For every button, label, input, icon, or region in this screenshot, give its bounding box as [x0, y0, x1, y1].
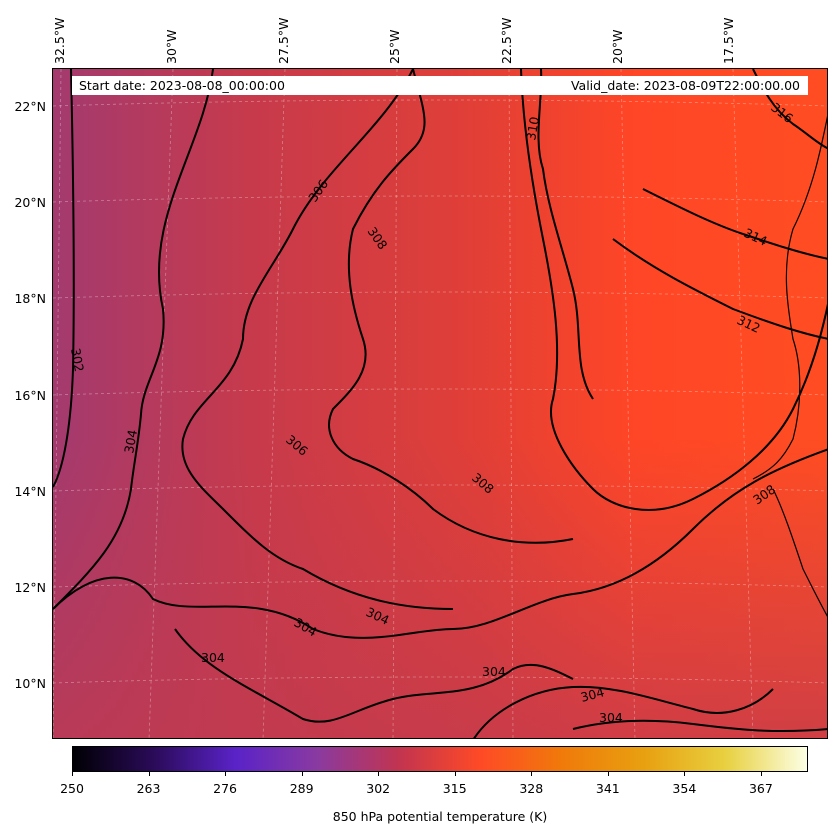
colorbar-tick-label: 341 [595, 781, 620, 796]
lat-label-18n: 18°N [14, 291, 46, 306]
lon-label-22-5w: 22.5°W [499, 17, 514, 64]
contour-304-south-3 [473, 685, 774, 738]
colorbar-tick-label: 263 [136, 781, 161, 796]
start-date-text: Start date: 2023-08-08_00:00:00 [79, 78, 285, 93]
colorbar-tick-label: 367 [748, 781, 773, 796]
contour-label-304-a: 304 [121, 428, 140, 454]
colorbar-tick-mark [72, 772, 73, 776]
colorbar-tick-mark [454, 772, 456, 776]
colorbar-title: 850 hPa potential temperature (K) [332, 809, 548, 824]
potential-temperature-map: 302 304 304 304 304 304 304 304 306 306 … [53, 69, 827, 738]
contour-304-south-2 [174, 628, 574, 723]
colorbar-tick-label: 276 [213, 781, 238, 796]
colorbar-tick-label: 315 [442, 781, 467, 796]
contour-label-302: 302 [68, 347, 87, 373]
colorbar-tick-mark [225, 772, 227, 776]
contour-306-inner [328, 69, 574, 544]
contour-304-south-4 [572, 719, 827, 733]
contour-304-west [53, 69, 214, 610]
contour-308 [520, 69, 827, 511]
contour-label-304-e: 304 [482, 664, 506, 679]
southern-cooler-band [53, 69, 827, 738]
contour-label-310: 310 [523, 115, 542, 141]
lon-label-20w: 20°W [610, 29, 625, 64]
graticule [53, 69, 827, 738]
lat-label-12n: 12°N [14, 580, 46, 595]
coastline [752, 115, 827, 617]
colorbar [72, 746, 808, 772]
colorbar-tick-label: 328 [519, 781, 544, 796]
colorbar-tick-mark [148, 772, 150, 776]
lon-label-27-5w: 27.5°W [276, 17, 291, 64]
colorbar-tick-mark [378, 772, 380, 776]
contour-312 [612, 238, 827, 340]
colorbar-tick-label: 354 [672, 781, 697, 796]
colorbar-tick-mark [607, 772, 609, 776]
contour-302 [53, 69, 75, 488]
colorbar-tick-label: 289 [289, 781, 314, 796]
map-panel[interactable]: 302 304 304 304 304 304 304 304 306 306 … [52, 68, 828, 739]
contour-label-304-f: 304 [579, 684, 606, 705]
lon-label-17-5w: 17.5°W [721, 17, 736, 64]
contour-306-west [181, 69, 454, 610]
lat-label-14n: 14°N [14, 484, 46, 499]
lat-label-16n: 16°N [14, 388, 46, 403]
lon-label-25w: 25°W [387, 29, 402, 64]
lon-label-32-5w: 32.5°W [52, 17, 67, 64]
isotherm-contours [53, 69, 827, 738]
contour-label-304-g: 304 [599, 710, 623, 725]
colorbar-tick-mark [531, 772, 533, 776]
contour-304-south-1 [53, 448, 827, 639]
contour-314 [642, 188, 827, 260]
lon-label-30w: 30°W [164, 29, 179, 64]
valid-date-text: Valid_date: 2023-08-09T22:00:00.00 [570, 78, 800, 93]
colorbar-tick-mark [301, 772, 303, 776]
lat-label-20n: 20°N [14, 195, 46, 210]
contour-310 [537, 69, 594, 400]
lat-label-10n: 10°N [14, 676, 46, 691]
colorbar-tick-label: 302 [366, 781, 391, 796]
colorbar-tick-label: 250 [60, 781, 84, 796]
lat-label-22n: 22°N [14, 99, 46, 114]
contour-label-304-b: 304 [201, 650, 225, 665]
colorbar-tick-mark [760, 772, 762, 776]
info-bar: Start date: 2023-08-08_00:00:00 Valid_da… [72, 76, 808, 95]
colorbar-tick-mark [684, 772, 686, 776]
